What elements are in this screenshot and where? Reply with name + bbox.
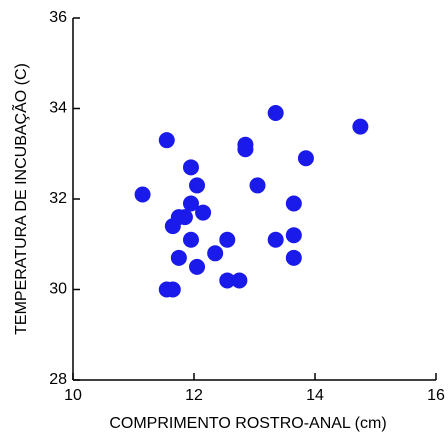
point <box>285 249 302 266</box>
y-tick-label: 28 <box>49 371 67 388</box>
point <box>231 272 248 289</box>
point <box>189 258 206 275</box>
point <box>195 204 212 221</box>
point <box>164 218 181 235</box>
point <box>285 227 302 244</box>
point <box>237 141 254 158</box>
point <box>352 118 369 135</box>
x-tick-label: 12 <box>185 387 203 404</box>
y-tick-label: 36 <box>49 9 67 26</box>
point <box>170 249 187 266</box>
point <box>189 177 206 194</box>
point <box>182 231 199 248</box>
point <box>134 186 151 203</box>
point <box>182 159 199 176</box>
point <box>182 195 199 212</box>
point <box>267 105 284 122</box>
point <box>219 272 236 289</box>
point <box>164 281 181 298</box>
point <box>297 150 314 167</box>
point <box>249 177 266 194</box>
point <box>285 195 302 212</box>
point <box>267 231 284 248</box>
x-tick-label: 16 <box>427 387 445 404</box>
point <box>219 231 236 248</box>
y-tick-label: 32 <box>49 190 67 207</box>
y-tick-label: 30 <box>49 281 67 298</box>
y-tick-label: 34 <box>49 100 67 117</box>
x-tick-label: 14 <box>306 387 324 404</box>
point <box>207 245 224 262</box>
x-tick-label: 10 <box>64 387 82 404</box>
y-axis-label: TEMPERATURA DE INCUBAÇÃO (C) <box>10 63 30 335</box>
x-axis-label: COMPRIMENTO ROSTRO-ANAL (cm) <box>109 415 386 432</box>
point <box>158 132 175 149</box>
